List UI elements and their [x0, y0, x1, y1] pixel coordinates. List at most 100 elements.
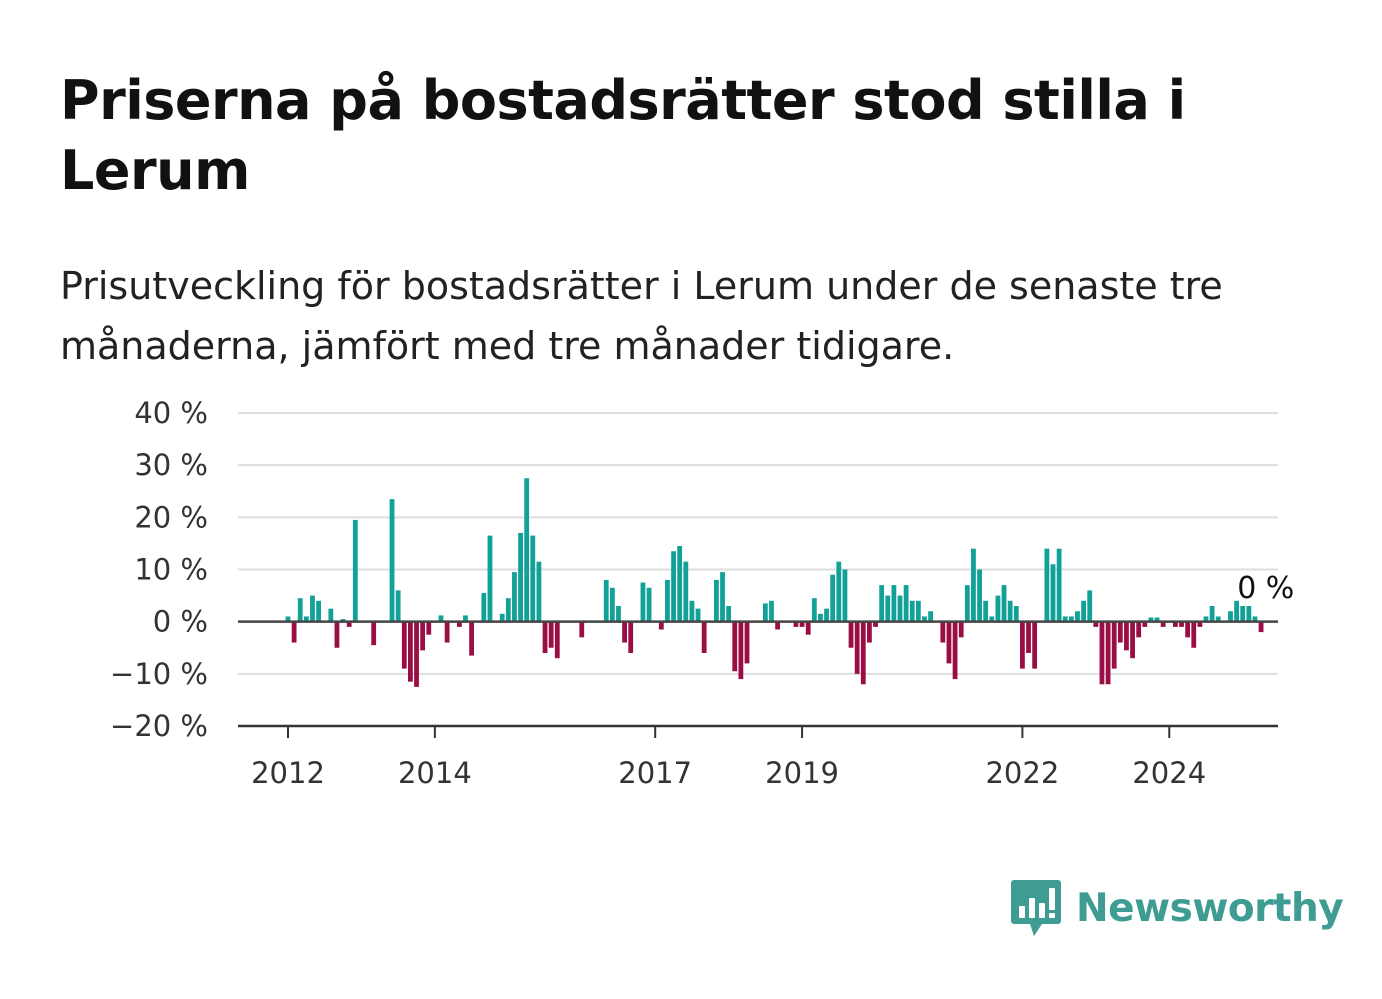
bar — [426, 621, 432, 635]
bar — [720, 572, 725, 622]
bar-chart-speech-bubble-icon — [1011, 880, 1061, 936]
chart-title: Priserna på bostadsrätter stod stilla i … — [60, 69, 1186, 202]
bar — [854, 621, 860, 674]
bar — [463, 615, 468, 622]
bar — [1154, 617, 1160, 622]
bar — [1124, 621, 1129, 651]
bar — [346, 621, 352, 627]
bar — [334, 621, 340, 648]
bar — [1081, 600, 1086, 622]
bar — [701, 621, 707, 653]
bar — [512, 572, 517, 622]
bar — [1111, 621, 1117, 669]
newsworthy-logo: Newsworthy — [1010, 878, 1344, 938]
bar — [444, 621, 450, 643]
bar — [1203, 616, 1209, 622]
bar — [818, 613, 823, 622]
bar — [1228, 611, 1233, 622]
x-tick-label: 2012 — [251, 756, 325, 790]
bar — [683, 561, 689, 622]
bar — [1215, 616, 1221, 622]
bar — [542, 621, 548, 653]
y-axis-tick-labels: 40 % 30 % 20 % 10 % 0 % −10 % −20 % — [110, 396, 208, 743]
y-tick-label: 10 % — [134, 553, 208, 587]
bar — [285, 616, 291, 622]
brand-name: Newsworthy — [1076, 885, 1344, 931]
bar — [340, 619, 346, 622]
bar — [799, 621, 805, 627]
bar — [646, 587, 652, 622]
bar — [879, 585, 885, 622]
bar — [1050, 564, 1056, 622]
bar — [1032, 621, 1038, 669]
x-tick-label: 2019 — [765, 756, 839, 790]
bar — [915, 600, 921, 622]
y-tick-label: 40 % — [134, 396, 208, 430]
bar — [769, 600, 774, 622]
bar — [928, 611, 933, 622]
bar — [438, 615, 444, 622]
bar — [1240, 606, 1246, 622]
axes — [238, 620, 1278, 738]
bar — [1020, 621, 1025, 669]
bar — [848, 621, 854, 648]
bar — [732, 621, 738, 672]
bar — [628, 621, 634, 653]
bar — [1093, 621, 1099, 627]
bar — [1026, 621, 1031, 653]
bar — [505, 598, 511, 622]
bar — [1209, 606, 1215, 622]
bar — [1191, 621, 1197, 648]
bar — [456, 621, 462, 627]
bar — [1258, 621, 1264, 633]
bar — [977, 569, 982, 622]
bar — [695, 608, 701, 622]
bar — [524, 478, 530, 622]
bar — [671, 551, 676, 622]
bar — [609, 587, 615, 622]
x-tick-label: 2014 — [398, 756, 472, 790]
bar — [897, 595, 903, 622]
x-tick-label: 2022 — [985, 756, 1059, 790]
bar — [971, 548, 976, 622]
y-tick-label: −20 % — [110, 709, 208, 743]
y-tick-label: −10 % — [110, 657, 208, 691]
bar — [689, 600, 695, 622]
bar — [836, 561, 842, 622]
bar — [762, 603, 768, 622]
annotations: 0 % — [1233, 567, 1298, 610]
bar — [946, 621, 952, 664]
bar — [726, 606, 732, 622]
bar — [940, 621, 946, 643]
bar — [1105, 621, 1111, 685]
bar — [1130, 621, 1135, 659]
y-tick-label: 0 % — [153, 605, 208, 639]
bar — [603, 579, 609, 622]
bar — [1007, 600, 1013, 622]
bar — [291, 621, 297, 643]
bar — [793, 621, 799, 627]
bar — [420, 621, 426, 651]
bar — [1087, 590, 1093, 622]
bar — [1142, 621, 1148, 627]
x-tick-label: 2024 — [1132, 756, 1206, 790]
bar — [1062, 616, 1068, 622]
bar — [371, 621, 377, 646]
bar — [640, 582, 646, 622]
bar — [536, 561, 542, 622]
bar — [830, 574, 836, 622]
bar — [1056, 548, 1062, 622]
bar — [352, 519, 358, 622]
bar — [1179, 621, 1184, 627]
bar-series — [285, 478, 1264, 687]
bar — [328, 608, 334, 622]
bar — [310, 595, 315, 622]
bar — [487, 535, 493, 622]
bar — [714, 579, 719, 622]
bar — [964, 585, 970, 622]
bar — [658, 621, 664, 630]
bar — [867, 621, 872, 643]
bar — [805, 621, 811, 635]
bar — [469, 621, 474, 656]
